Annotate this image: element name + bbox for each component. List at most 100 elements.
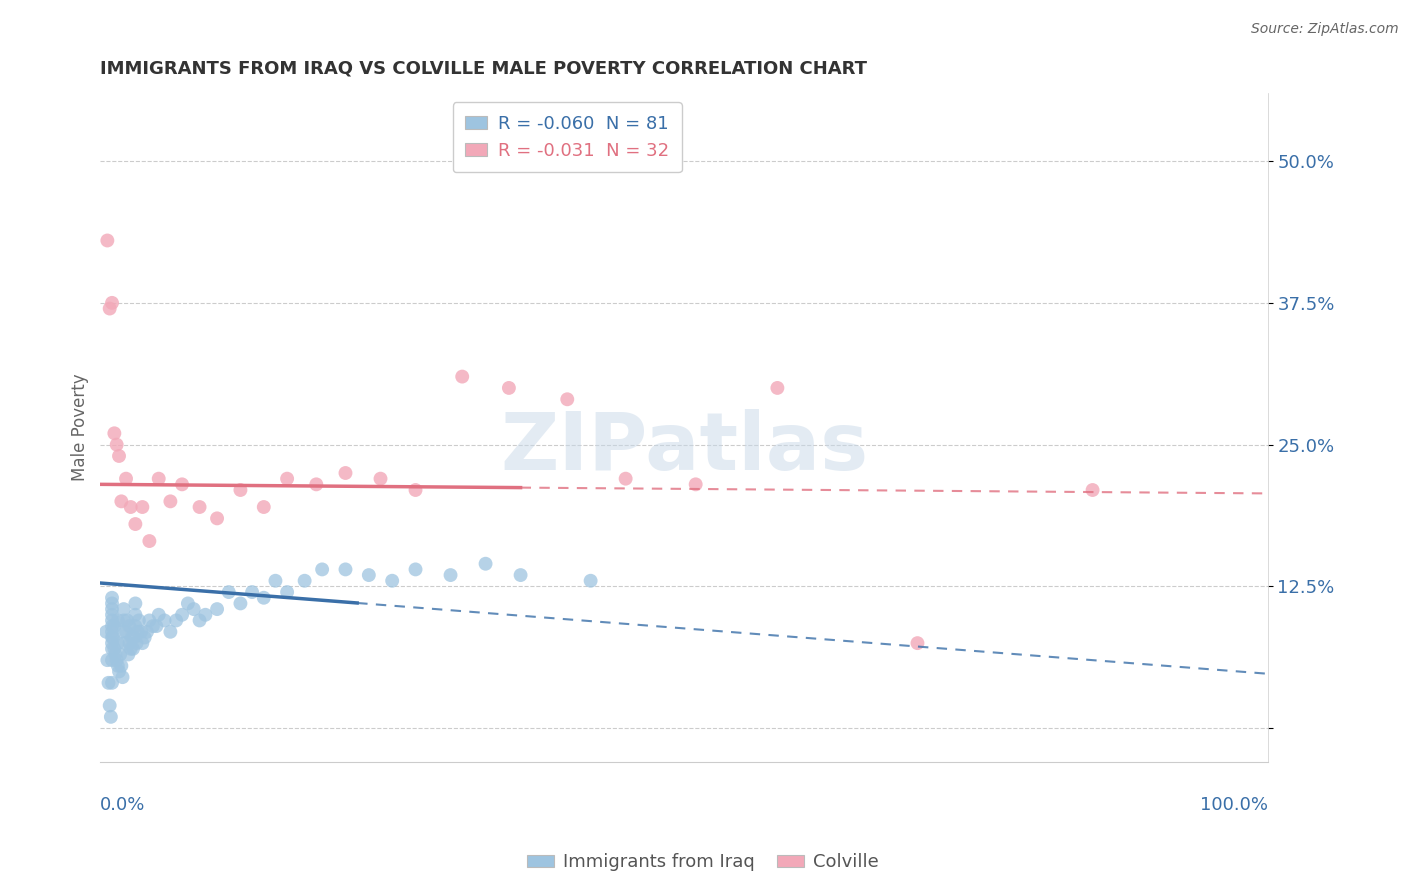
Point [142,619,165,633]
Point [104,648,127,662]
Point [114,636,136,650]
Point [117,648,139,662]
Point [134,631,156,645]
Point [148,472,170,486]
Point [294,574,316,588]
Point [370,472,392,486]
Point [170,477,193,491]
Point [112,614,135,628]
Point [579,574,602,588]
Point [98,698,121,713]
Point [96,624,118,639]
Point [101,614,124,628]
Point [112,602,135,616]
Point [107,636,129,650]
Point [311,562,333,576]
Text: Source: ZipAtlas.com: Source: ZipAtlas.com [1251,22,1399,37]
Point [153,614,176,628]
Point [125,636,148,650]
Point [103,631,125,645]
Point [101,619,124,633]
Point [111,670,134,684]
Point [188,500,211,514]
Point [439,568,461,582]
Point [103,619,125,633]
Point [253,500,276,514]
Point [253,591,276,605]
Point [103,641,125,656]
Point [101,636,124,650]
Point [118,636,141,650]
Point [127,624,149,639]
Point [129,624,152,639]
Point [335,562,357,576]
Y-axis label: Male Poverty: Male Poverty [72,374,89,482]
Point [131,500,153,514]
Point [131,636,153,650]
Point [766,381,789,395]
Point [138,614,160,628]
Point [194,607,217,622]
Point [101,602,124,616]
Point [103,426,125,441]
Point [335,466,357,480]
Point [101,653,124,667]
Point [907,636,929,650]
Point [264,574,287,588]
Point [101,596,124,610]
Point [100,710,122,724]
Point [120,641,142,656]
Point [108,648,131,662]
Text: 0.0%: 0.0% [100,796,146,814]
Point [205,602,228,616]
Point [107,658,129,673]
Point [122,631,145,645]
Point [276,585,298,599]
Point [124,516,146,531]
Point [381,574,404,588]
Point [105,437,128,451]
Point [474,557,496,571]
Point [405,483,427,497]
Point [110,494,132,508]
Point [218,585,240,599]
Point [120,500,142,514]
Point [124,607,146,622]
Point [148,607,170,622]
Point [105,653,128,667]
Point [509,568,531,582]
Point [115,472,138,486]
Point [229,483,252,497]
Point [205,511,228,525]
Point [614,472,637,486]
Point [405,562,427,576]
Point [177,596,200,610]
Point [240,585,263,599]
Point [115,624,138,639]
Point [101,624,124,639]
Point [101,591,124,605]
Point [1081,483,1104,497]
Point [145,619,167,633]
Point [357,568,380,582]
Text: 100.0%: 100.0% [1199,796,1268,814]
Point [101,675,124,690]
Point [108,449,131,463]
Legend: Immigrants from Iraq, Colville: Immigrants from Iraq, Colville [520,847,886,879]
Point [170,607,193,622]
Point [685,477,707,491]
Point [98,301,121,316]
Point [101,607,124,622]
Point [112,624,135,639]
Point [124,619,146,633]
Point [101,296,124,310]
Point [138,534,160,549]
Point [276,472,298,486]
Point [124,596,146,610]
Legend: R = -0.060  N = 81, R = -0.031  N = 32: R = -0.060 N = 81, R = -0.031 N = 32 [453,102,682,172]
Point [115,614,138,628]
Point [96,653,118,667]
Point [159,494,181,508]
Point [498,381,520,395]
Point [107,614,129,628]
